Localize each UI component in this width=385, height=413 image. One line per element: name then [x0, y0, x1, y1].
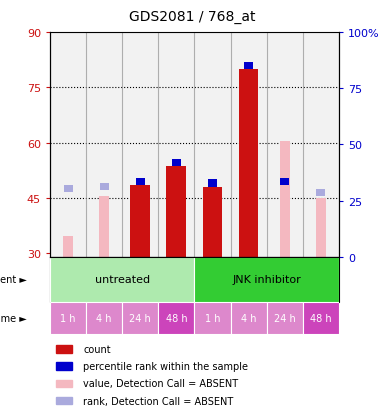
Bar	[56, 363, 72, 370]
Text: 4 h: 4 h	[96, 313, 112, 323]
Bar	[194, 257, 339, 302]
Bar	[166, 167, 186, 257]
Text: count: count	[83, 344, 111, 354]
Bar	[63, 237, 73, 257]
Bar	[303, 302, 339, 334]
Bar	[64, 185, 72, 193]
Bar	[50, 33, 86, 257]
Bar	[244, 62, 253, 70]
Bar	[280, 178, 289, 185]
Text: rank, Detection Call = ABSENT: rank, Detection Call = ABSENT	[83, 396, 234, 406]
Bar	[56, 380, 72, 387]
Bar	[303, 33, 339, 257]
Bar	[122, 302, 158, 334]
Bar	[316, 189, 325, 197]
Bar	[203, 187, 223, 257]
Bar	[231, 302, 266, 334]
Bar	[194, 33, 231, 257]
Bar	[172, 160, 181, 167]
Bar	[158, 302, 194, 334]
Bar	[86, 33, 122, 257]
Bar	[50, 257, 194, 302]
Bar	[99, 197, 109, 257]
Text: agent ►: agent ►	[0, 275, 27, 285]
Text: time ►: time ►	[0, 313, 27, 323]
Bar	[86, 302, 122, 334]
Text: GDS2081 / 768_at: GDS2081 / 768_at	[129, 10, 256, 24]
Text: 1 h: 1 h	[205, 313, 220, 323]
Text: 1 h: 1 h	[60, 313, 76, 323]
Text: JNK inhibitor: JNK inhibitor	[232, 275, 301, 285]
Text: 24 h: 24 h	[129, 313, 151, 323]
Bar	[131, 185, 150, 257]
Bar	[266, 302, 303, 334]
Bar	[280, 178, 289, 185]
Bar	[50, 302, 86, 334]
Bar	[56, 397, 72, 404]
Text: 4 h: 4 h	[241, 313, 256, 323]
Bar	[208, 180, 217, 187]
Bar	[194, 302, 231, 334]
Bar	[56, 345, 72, 353]
Bar	[231, 33, 266, 257]
Bar	[280, 141, 290, 257]
Text: untreated: untreated	[95, 275, 150, 285]
Bar	[158, 33, 194, 257]
Text: 48 h: 48 h	[166, 313, 187, 323]
Bar	[122, 33, 158, 257]
Text: 24 h: 24 h	[274, 313, 296, 323]
Text: value, Detection Call = ABSENT: value, Detection Call = ABSENT	[83, 378, 238, 389]
Bar	[316, 198, 326, 257]
Bar	[239, 70, 258, 257]
Text: 48 h: 48 h	[310, 313, 331, 323]
Text: percentile rank within the sample: percentile rank within the sample	[83, 361, 248, 371]
Bar	[136, 178, 145, 185]
Bar	[100, 184, 109, 191]
Bar	[266, 33, 303, 257]
